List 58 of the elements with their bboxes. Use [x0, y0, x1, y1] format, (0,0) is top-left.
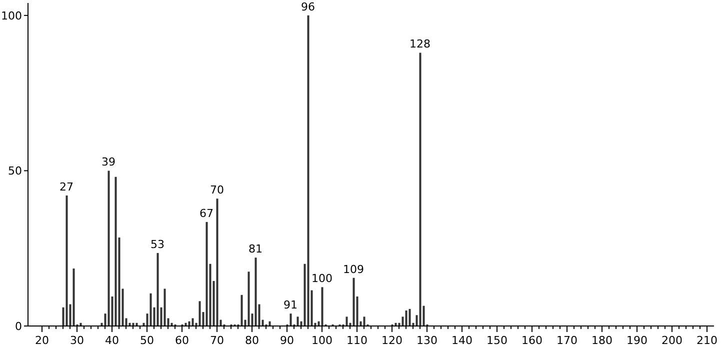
annotation: 91: [284, 298, 298, 312]
bar: [66, 196, 68, 326]
x-tick-label: 120: [382, 334, 402, 347]
bar: [192, 318, 194, 326]
x-tick-label: 30: [70, 334, 84, 347]
x-tick-label: 40: [105, 334, 119, 347]
x-tick-label: 50: [140, 334, 154, 347]
bar: [108, 170, 110, 326]
x-tick-label: 190: [626, 334, 648, 347]
bar: [156, 253, 159, 326]
bar: [307, 15, 310, 326]
x-tick-label: 200: [662, 334, 682, 347]
x-tick-label: 20: [35, 334, 49, 347]
annotation: 27: [60, 180, 74, 194]
bar: [405, 310, 408, 326]
bar: [248, 272, 250, 326]
annotation: 53: [150, 238, 164, 252]
bar: [346, 316, 348, 326]
bar: [408, 308, 411, 326]
x-tick-label: 100: [312, 334, 332, 347]
bar: [216, 198, 218, 326]
bar: [240, 294, 243, 326]
bar: [72, 268, 75, 326]
x-tick-label: 60: [175, 334, 189, 347]
x-tick-label: 210: [696, 334, 718, 347]
annotation: 109: [343, 262, 364, 276]
bar: [206, 222, 208, 326]
bar: [363, 316, 366, 326]
bar: [164, 288, 166, 326]
annotation: 81: [248, 242, 262, 256]
bar: [254, 258, 257, 326]
bar: [352, 278, 355, 326]
x-tick-label: 130: [416, 334, 438, 347]
annotation: 96: [301, 0, 315, 14]
y-tick-label: 50: [8, 164, 22, 178]
annotation: 100: [312, 272, 332, 286]
x-tick-label: 180: [592, 334, 612, 347]
y-tick-label: 0: [15, 320, 22, 333]
x-tick-label: 140: [452, 334, 472, 347]
bar: [419, 52, 422, 326]
x-tick-label: 70: [210, 334, 224, 347]
bar: [198, 301, 201, 326]
x-tick-label: 80: [245, 334, 259, 347]
x-tick-label: 170: [556, 334, 578, 347]
bar: [114, 176, 117, 326]
y-tick-label: 100: [1, 9, 22, 22]
bar: [321, 287, 324, 326]
bar: [150, 293, 152, 326]
x-tick-label: 110: [346, 334, 368, 347]
bar: [296, 316, 299, 326]
x-tick-label: 160: [522, 334, 542, 347]
annotation: 39: [102, 156, 116, 169]
annotation: 70: [210, 184, 224, 197]
annotation: 128: [410, 38, 430, 51]
x-tick-label: 150: [486, 334, 508, 347]
x-tick-label: 90: [280, 334, 294, 347]
annotation: 67: [200, 206, 214, 220]
bar: [290, 314, 292, 326]
